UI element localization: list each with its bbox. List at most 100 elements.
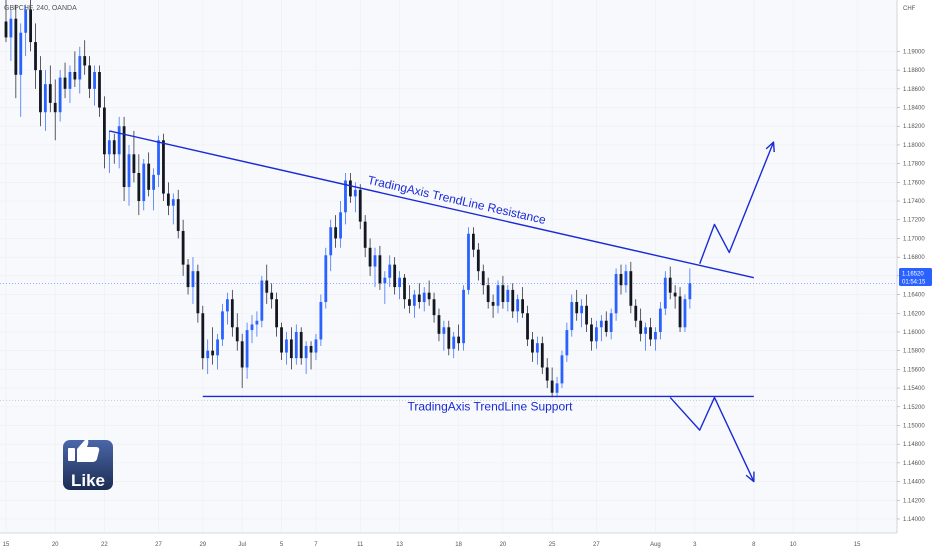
candle-body <box>24 9 28 33</box>
y-tick-label: 1.18600 <box>903 87 925 93</box>
candle-body <box>181 230 185 265</box>
candle-body <box>275 299 278 328</box>
candle-body <box>467 233 470 290</box>
candle-body <box>245 330 249 368</box>
candle-body <box>526 313 529 340</box>
x-tick-label: 27 <box>155 542 162 548</box>
candle-body <box>393 264 397 288</box>
candle-body <box>427 292 431 300</box>
candle-body <box>486 285 490 303</box>
candle-body <box>344 180 347 213</box>
candle-body <box>299 331 303 359</box>
candle-body <box>43 84 47 113</box>
y-tick-label: 1.14000 <box>903 517 925 523</box>
candle-body <box>83 56 87 66</box>
current-price-tag[interactable]: 1.16520 01:54:15 <box>899 268 932 286</box>
y-tick-label: 1.16400 <box>903 293 925 299</box>
y-tick-label: 1.15800 <box>903 349 925 355</box>
candle-body <box>112 140 116 155</box>
candle-body <box>388 264 392 278</box>
candle-body <box>186 264 190 288</box>
candle-body <box>157 140 160 175</box>
candle-body <box>162 140 165 194</box>
x-tick-label: 18 <box>455 542 462 548</box>
candle-body <box>339 212 342 239</box>
candle-body <box>599 320 603 328</box>
x-tick-label: 5 <box>280 542 284 548</box>
candle-body <box>280 327 283 353</box>
candle-body <box>422 292 426 303</box>
candle-body <box>147 163 151 190</box>
candle-body <box>565 330 569 356</box>
y-tick-label: 1.17400 <box>903 199 925 205</box>
y-tick-label: 1.15000 <box>903 423 925 429</box>
like-badge[interactable]: Like <box>63 439 113 490</box>
candle-body <box>176 199 180 231</box>
candle-body <box>289 339 293 359</box>
candle-body <box>201 313 205 359</box>
candle-body <box>555 383 559 393</box>
candle-body <box>624 271 628 286</box>
y-tick-label: 1.15400 <box>903 386 925 392</box>
y-tick-label: 1.14600 <box>903 461 925 467</box>
y-tick-label: 1.18200 <box>903 124 925 130</box>
y-tick-label: 1.16000 <box>903 330 925 336</box>
candle-body <box>39 70 42 113</box>
candle-body <box>481 271 485 286</box>
y-tick-label: 1.15600 <box>903 367 925 373</box>
x-tick-label: 20 <box>500 542 507 548</box>
candle-body <box>53 102 57 113</box>
candle-body <box>363 221 367 248</box>
candle-body <box>383 277 387 284</box>
candle-body <box>683 299 687 328</box>
candle-body <box>649 327 652 340</box>
candle-body <box>412 294 416 306</box>
candle-body <box>540 343 544 368</box>
candle-body <box>285 339 288 353</box>
candle-body <box>334 227 338 239</box>
candle-body <box>575 302 579 314</box>
candle-body <box>476 249 480 272</box>
candle-body <box>668 277 672 293</box>
candle-body <box>629 271 633 306</box>
candle-body <box>117 126 121 155</box>
candle-body <box>9 18 13 38</box>
x-tick-label: 15 <box>854 542 861 548</box>
candle-body <box>639 320 643 334</box>
candle-body <box>4 21 8 38</box>
candle-body <box>270 292 274 300</box>
candle-body <box>73 72 77 80</box>
chart-title: GBPCHF, 240, OANDA <box>4 5 77 12</box>
candle-body <box>230 299 234 328</box>
candle-body <box>644 327 647 334</box>
candle-body <box>216 339 219 356</box>
candle-body <box>319 302 323 340</box>
candle-body <box>580 305 584 314</box>
y-tick-label: 1.18400 <box>903 106 925 112</box>
y-tick-label: 1.17600 <box>903 180 925 186</box>
candle-body <box>329 227 333 256</box>
candle-body <box>452 336 456 349</box>
candle-body <box>506 289 510 303</box>
grid <box>0 0 897 533</box>
plot-background <box>0 0 897 533</box>
x-axis: 15 20 22 27 29 Jul 5 7 11 13 18 20 25 27 Aug 3 8 10 15 <box>3 542 861 548</box>
candle-body <box>516 299 520 312</box>
candle-body <box>19 32 23 75</box>
bullish-arrow-path <box>699 141 775 264</box>
x-tick-label: 7 <box>314 542 318 548</box>
candle-body <box>560 355 564 384</box>
candle-body <box>595 327 598 342</box>
y-tick-label: 1.14400 <box>903 480 925 486</box>
candle-body <box>462 289 465 344</box>
candle-body <box>678 296 682 328</box>
candle-body <box>304 345 308 359</box>
y-tick-label: 1.17200 <box>903 218 925 224</box>
candle-body <box>373 255 377 267</box>
candle-body <box>29 9 32 43</box>
x-tick-label: 20 <box>52 542 59 548</box>
x-tick-label: 25 <box>549 542 556 548</box>
candle-body <box>511 289 515 312</box>
x-tick-label: 22 <box>101 542 108 548</box>
